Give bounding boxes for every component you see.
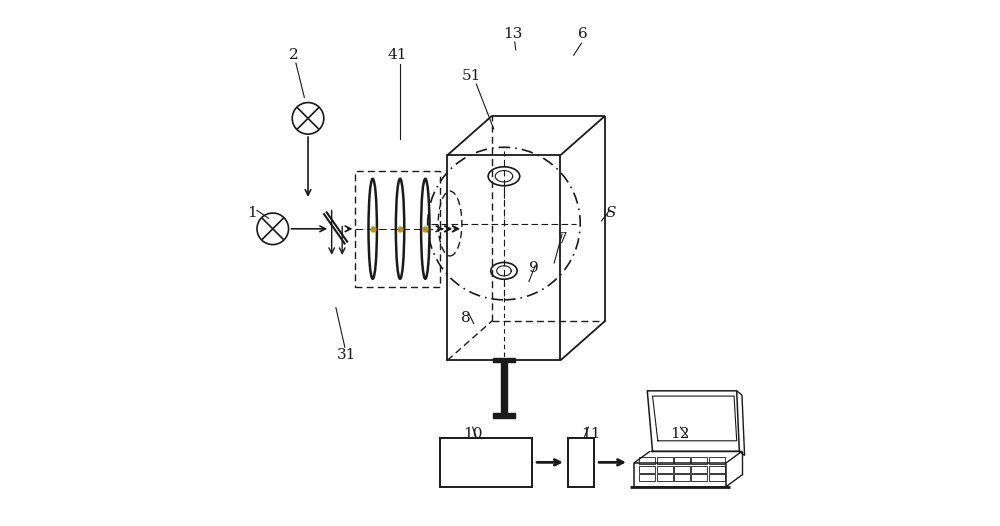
Bar [691, 457, 707, 464]
Bar [440, 438, 532, 487]
Text: 9: 9 [529, 261, 539, 275]
Text: 13: 13 [503, 27, 523, 41]
Bar [709, 466, 725, 473]
Text: 12: 12 [670, 427, 690, 441]
Bar [709, 457, 725, 464]
Text: 8: 8 [461, 311, 471, 325]
Bar [691, 474, 707, 481]
Text: 1: 1 [247, 206, 257, 220]
Text: 10: 10 [463, 427, 482, 441]
Text: 6: 6 [578, 27, 588, 41]
Bar [639, 466, 655, 473]
Text: 31: 31 [337, 348, 356, 362]
Bar [657, 466, 673, 473]
Bar [568, 438, 594, 487]
Bar [657, 474, 673, 481]
Bar [355, 171, 440, 287]
Text: 11: 11 [581, 427, 600, 441]
Text: 41: 41 [388, 48, 407, 62]
Bar [674, 457, 690, 464]
Bar [674, 466, 690, 473]
Text: 7: 7 [557, 232, 567, 246]
Text: 2: 2 [289, 48, 299, 62]
Bar [639, 474, 655, 481]
Bar [691, 466, 707, 473]
Bar [639, 457, 655, 464]
Text: 51: 51 [461, 69, 481, 83]
Bar [709, 474, 725, 481]
Bar [674, 474, 690, 481]
Bar [657, 457, 673, 464]
Text: S: S [605, 206, 616, 220]
